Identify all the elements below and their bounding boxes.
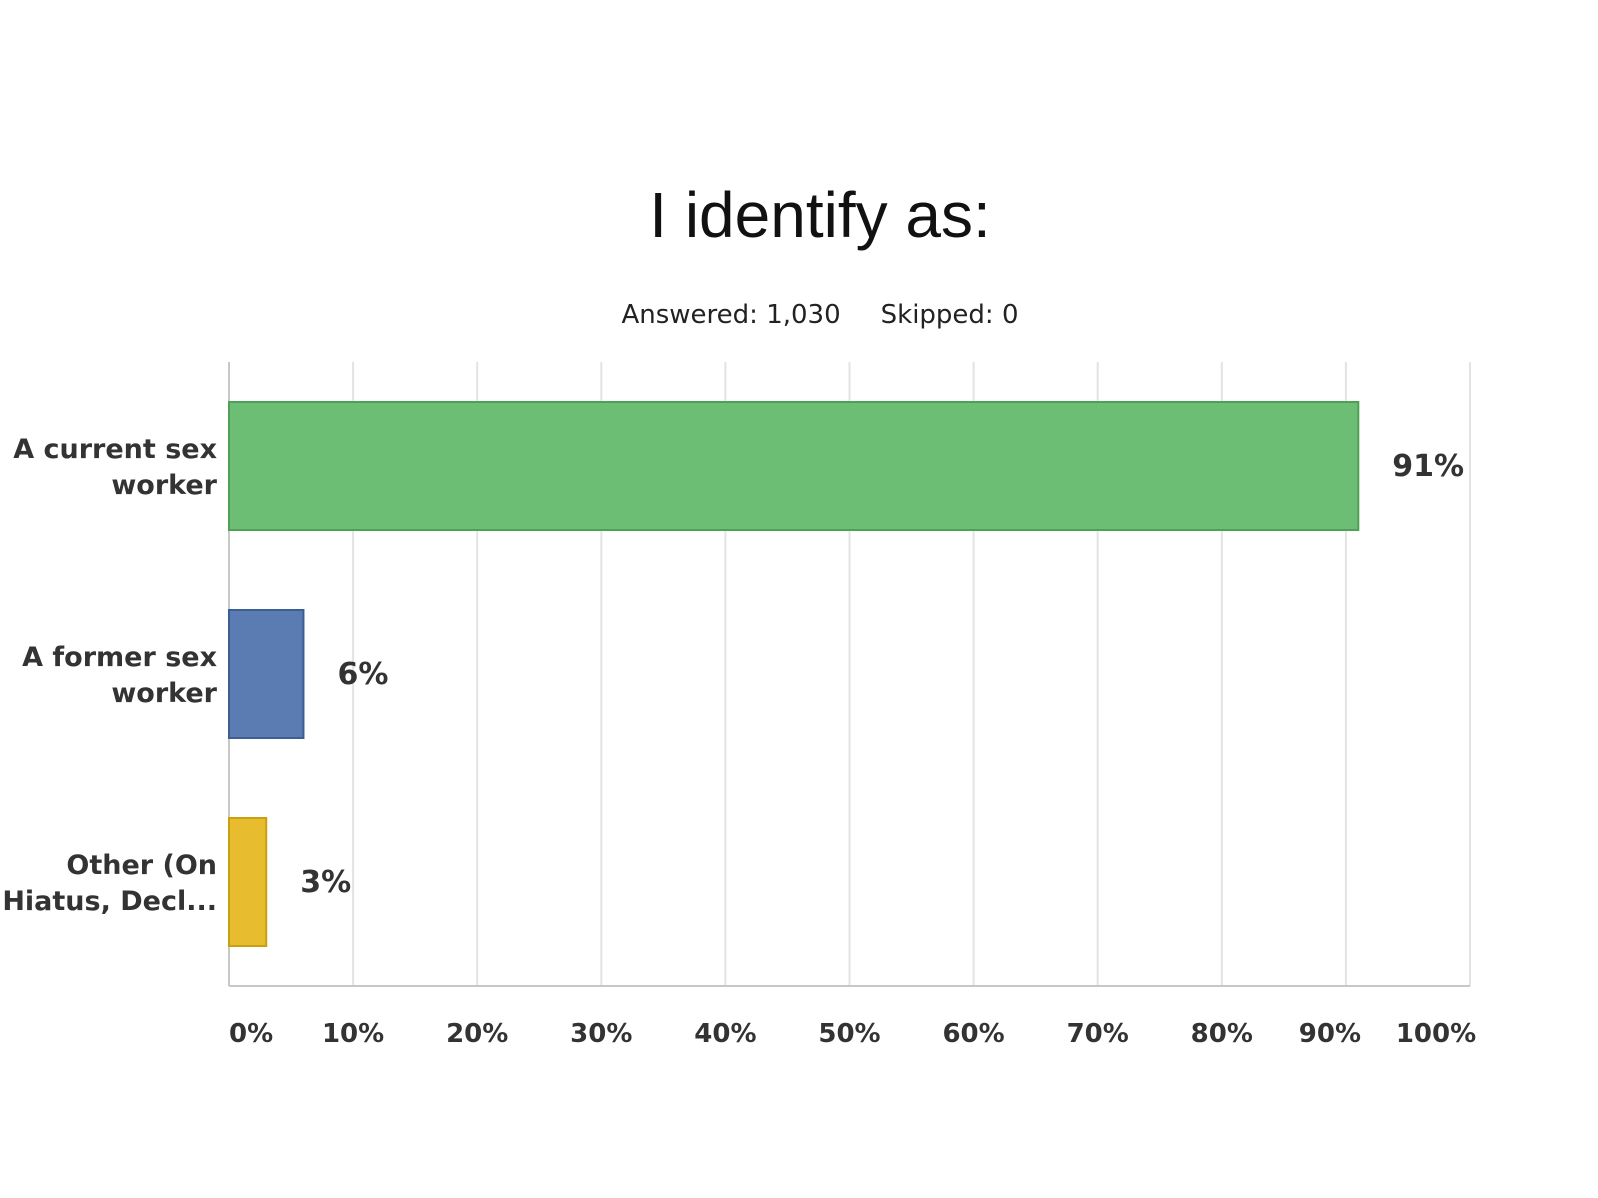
x-tick-label: 50% xyxy=(818,1019,880,1049)
category-label: A former sex worker xyxy=(22,642,218,709)
x-tick-label: 10% xyxy=(322,1019,384,1049)
answered-count: Answered: 1,030 xyxy=(621,300,841,330)
x-tick-label: 90% xyxy=(1299,1019,1361,1049)
category-label-line: A current sex xyxy=(13,434,217,465)
category-label: A current sex worker xyxy=(13,434,217,501)
category-label-line: Hiatus, Decl... xyxy=(2,886,217,917)
x-tick-label: 0% xyxy=(229,1019,273,1049)
x-tick-label: 40% xyxy=(694,1019,756,1049)
x-tick-label: 20% xyxy=(446,1019,508,1049)
chart-title: I identify as: xyxy=(649,179,991,251)
bar xyxy=(228,609,305,739)
x-tick-label: 30% xyxy=(570,1019,632,1049)
category-label-line: worker xyxy=(111,678,217,709)
bar xyxy=(228,817,268,947)
bar-value-label: 91% xyxy=(1392,449,1464,484)
bar-value-label: 6% xyxy=(337,657,388,692)
bar-value-label: 3% xyxy=(300,865,351,900)
category-label-line: A former sex xyxy=(22,642,217,673)
x-tick-label: 60% xyxy=(942,1019,1004,1049)
x-tick-label: 70% xyxy=(1067,1019,1129,1049)
x-tick-label: 80% xyxy=(1191,1019,1253,1049)
category-label: Other (On Hiatus, Decl... xyxy=(2,850,217,917)
category-label-line: worker xyxy=(111,470,217,501)
bar xyxy=(228,401,1360,531)
skipped-count: Skipped: 0 xyxy=(880,300,1019,330)
chart-subtitle: Answered: 1,030 Skipped: 0 xyxy=(0,300,1598,330)
x-tick-label: 100% xyxy=(1396,1019,1476,1049)
category-label-line: Other (On xyxy=(66,850,217,881)
